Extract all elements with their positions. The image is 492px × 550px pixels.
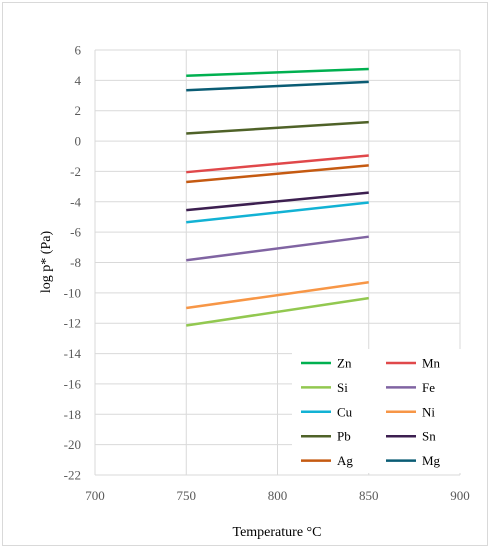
series-line-ni xyxy=(186,280,369,310)
y-tick-label: -2 xyxy=(70,164,81,179)
x-tick-label: 700 xyxy=(85,488,105,503)
y-tick-label: -8 xyxy=(70,255,81,270)
legend-label: Ni xyxy=(422,404,435,419)
legend-label: Ag xyxy=(337,453,353,468)
legend-label: Pb xyxy=(337,429,351,444)
y-tick-label: 6 xyxy=(75,43,82,58)
legend-label: Fe xyxy=(422,380,435,395)
y-tick-label: -14 xyxy=(64,346,82,361)
series-line-ag xyxy=(186,164,369,184)
legend-label: Cu xyxy=(337,404,353,419)
y-tick-label: 0 xyxy=(75,134,82,149)
tick-labels: 6 4 2 0 -2 -4 -6 -8 -10 -12 -14 -16 -18 -20 -22 700 750 8… xyxy=(64,43,470,504)
x-tick-label: 900 xyxy=(450,488,470,503)
series-line-pb xyxy=(186,120,369,135)
legend-label: Mg xyxy=(422,453,441,468)
series-line-zn xyxy=(186,67,369,78)
x-axis-title: Temperature °C xyxy=(233,525,322,540)
y-tick-label: -18 xyxy=(64,407,81,422)
legend-label: Zn xyxy=(337,356,352,371)
y-tick-label: -10 xyxy=(64,285,81,300)
y-tick-label: -20 xyxy=(64,437,81,452)
legend: Zn Mn Si Fe Cu Ni Pb Sn Ag Mg xyxy=(292,349,464,473)
series-line-fe xyxy=(186,235,369,262)
y-tick-label: 2 xyxy=(75,103,82,118)
legend-label: Mn xyxy=(422,356,441,371)
y-tick-label: -16 xyxy=(64,376,82,391)
legend-label: Sn xyxy=(422,429,436,444)
grid xyxy=(94,49,461,476)
x-tick-label: 850 xyxy=(359,488,379,503)
series-line-sn xyxy=(186,191,369,212)
legend-label: Si xyxy=(337,380,348,395)
series-line-mg xyxy=(186,80,369,92)
y-tick-label: -12 xyxy=(64,316,81,331)
series-line-mn xyxy=(186,154,369,174)
y-axis-title: log p* (Pa) xyxy=(39,231,54,294)
series-line-si xyxy=(186,296,369,327)
y-tick-label: 4 xyxy=(75,73,82,88)
x-tick-label: 750 xyxy=(177,488,197,503)
x-tick-label: 800 xyxy=(268,488,288,503)
series-lines xyxy=(186,67,369,327)
y-tick-label: -4 xyxy=(70,194,81,209)
y-tick-label: -6 xyxy=(70,225,81,240)
y-tick-label: -22 xyxy=(64,468,81,483)
series-line-cu xyxy=(186,201,369,224)
